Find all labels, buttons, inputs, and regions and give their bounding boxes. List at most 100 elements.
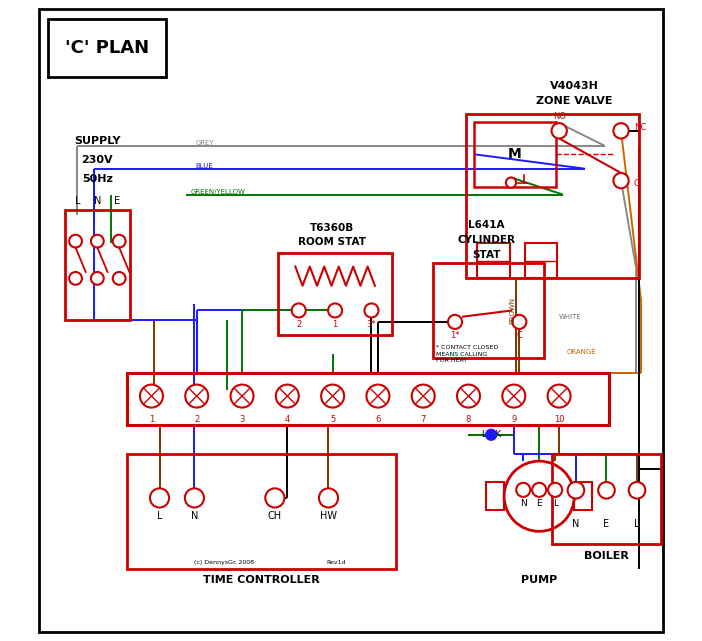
Circle shape [629, 482, 645, 499]
Bar [574, 482, 592, 510]
Circle shape [548, 385, 571, 408]
Circle shape [448, 315, 462, 329]
Circle shape [150, 488, 169, 508]
Text: MEANS CALLING: MEANS CALLING [436, 351, 487, 356]
Text: L: L [635, 519, 640, 529]
Circle shape [503, 385, 525, 408]
Text: STAT: STAT [472, 250, 501, 260]
Text: WHITE: WHITE [559, 314, 582, 320]
Circle shape [512, 315, 526, 329]
Circle shape [265, 488, 284, 508]
Text: ZONE VALVE: ZONE VALVE [536, 96, 613, 106]
Text: N: N [572, 519, 580, 529]
Text: N: N [191, 511, 198, 520]
Text: L: L [74, 196, 80, 206]
Text: 5: 5 [330, 415, 336, 424]
Circle shape [504, 461, 574, 531]
Bar [278, 253, 392, 335]
Circle shape [113, 272, 126, 285]
Circle shape [185, 385, 208, 408]
Text: LINK: LINK [481, 430, 501, 439]
Text: HW: HW [320, 511, 337, 520]
Text: T6360B: T6360B [310, 224, 354, 233]
Bar [486, 482, 504, 510]
Text: 7: 7 [420, 415, 426, 424]
Text: PUMP: PUMP [521, 576, 557, 585]
Bar [466, 114, 640, 278]
Circle shape [506, 178, 516, 188]
Text: NO: NO [552, 112, 566, 121]
Text: 1*: 1* [450, 331, 460, 340]
Circle shape [276, 385, 299, 408]
Text: C: C [634, 179, 640, 188]
Text: E: E [114, 196, 121, 206]
Circle shape [364, 303, 378, 317]
Text: L641A: L641A [468, 221, 505, 230]
Circle shape [292, 303, 306, 317]
Circle shape [319, 488, 338, 508]
Text: 4: 4 [285, 415, 290, 424]
Text: BLUE: BLUE [196, 163, 213, 169]
Text: 6: 6 [376, 415, 380, 424]
Text: 1: 1 [149, 415, 154, 424]
Text: 2: 2 [194, 415, 199, 424]
Text: L: L [552, 499, 557, 508]
Text: E: E [536, 499, 542, 508]
Text: Rev1d: Rev1d [327, 560, 346, 565]
Text: V4043H: V4043H [550, 81, 599, 91]
Circle shape [91, 272, 104, 285]
Bar [524, 244, 557, 278]
Text: N: N [520, 499, 526, 508]
Text: N: N [93, 196, 101, 206]
Circle shape [457, 385, 480, 408]
Circle shape [411, 385, 435, 408]
Text: (c) DennysGc 2008: (c) DennysGc 2008 [194, 560, 254, 565]
Text: E: E [604, 519, 609, 529]
Text: CH: CH [267, 511, 282, 520]
Text: 3: 3 [239, 415, 245, 424]
Bar [433, 263, 544, 358]
Text: CYLINDER: CYLINDER [458, 235, 515, 246]
Bar [127, 454, 395, 569]
Text: 50Hz: 50Hz [82, 174, 113, 184]
Bar [127, 373, 609, 424]
Bar [552, 454, 661, 544]
Text: 10: 10 [554, 415, 564, 424]
Text: ORANGE: ORANGE [567, 349, 596, 354]
Circle shape [91, 235, 104, 247]
Text: 8: 8 [466, 415, 471, 424]
Text: M: M [508, 147, 522, 162]
Text: * CONTACT CLOSED: * CONTACT CLOSED [436, 345, 498, 350]
Circle shape [552, 123, 567, 138]
Text: 230V: 230V [81, 155, 113, 165]
Text: L: L [157, 511, 162, 520]
Circle shape [113, 235, 126, 247]
Text: SUPPLY: SUPPLY [74, 136, 121, 146]
Circle shape [140, 385, 163, 408]
Text: 3*: 3* [366, 320, 376, 329]
Circle shape [321, 385, 344, 408]
Circle shape [548, 483, 562, 497]
Circle shape [568, 482, 584, 499]
Text: BOILER: BOILER [584, 551, 629, 560]
Text: 1: 1 [333, 320, 338, 329]
Circle shape [69, 235, 82, 247]
Text: GREY: GREY [196, 140, 214, 146]
Text: TIME CONTROLLER: TIME CONTROLLER [203, 576, 320, 585]
Bar [48, 19, 166, 77]
Text: BROWN: BROWN [509, 297, 515, 324]
Circle shape [598, 482, 615, 499]
Circle shape [69, 272, 82, 285]
Text: ROOM STAT: ROOM STAT [298, 237, 366, 247]
Bar [474, 122, 555, 187]
Circle shape [516, 483, 530, 497]
Circle shape [230, 385, 253, 408]
Bar [65, 210, 130, 320]
Circle shape [185, 488, 204, 508]
Text: C: C [517, 331, 522, 340]
Text: GREEN/YELLOW: GREEN/YELLOW [191, 189, 246, 195]
Circle shape [614, 123, 629, 138]
Circle shape [328, 303, 342, 317]
Circle shape [366, 385, 390, 408]
Circle shape [486, 429, 496, 440]
